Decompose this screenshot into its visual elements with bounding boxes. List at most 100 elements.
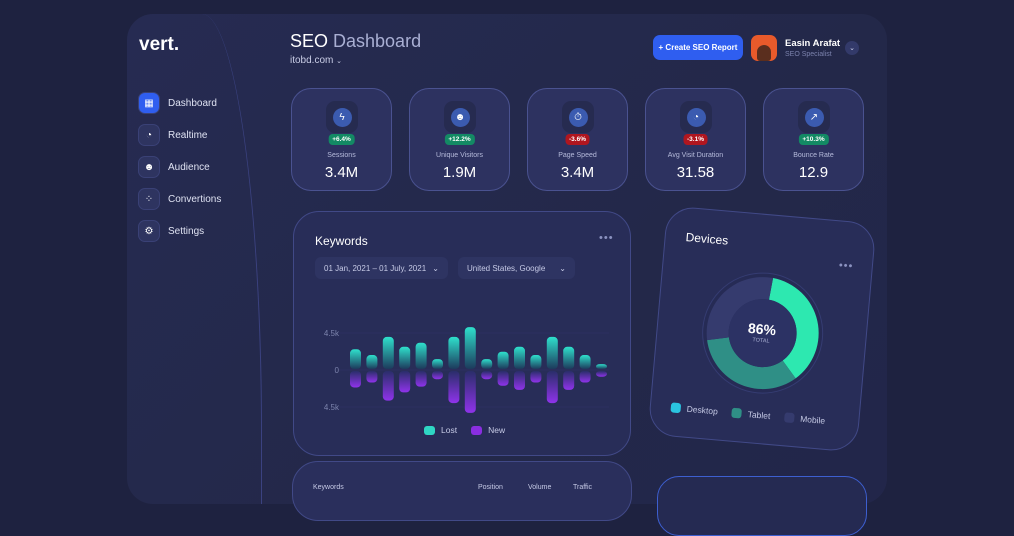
bar-new xyxy=(464,371,476,413)
sidebar-item-label: Audience xyxy=(168,161,210,173)
sidebar-item-label: Dashboard xyxy=(168,97,217,109)
date-range-select[interactable]: 01 Jan, 2021 – 01 July, 2021 ⌄ xyxy=(315,257,448,279)
clock-icon: ◔ xyxy=(680,101,712,133)
dashboard-panel: vert. ▦ Dashboard ◔ Realtime ☻ Audience ⁘ Conve… xyxy=(127,14,887,536)
bar-new xyxy=(399,371,411,393)
y-tick-label: 0 xyxy=(335,366,340,375)
bolt-icon: ϟ xyxy=(326,101,358,133)
sidebar-item-audience[interactable]: ☻ Audience xyxy=(139,151,221,183)
sidebar-item-realtime[interactable]: ◔ Realtime xyxy=(139,119,221,151)
change-badge: +6.4% xyxy=(328,134,355,145)
stat-card-bounce-rate[interactable]: ↗ +10.3% Bounce Rate 12.9 xyxy=(763,88,864,191)
stats-row: ϟ +6.4% Sessions 3.4M ☻ +12.2% Unique Visitors… xyxy=(291,88,864,191)
chevron-down-icon: ⌄ xyxy=(559,263,566,273)
stat-label: Sessions xyxy=(327,152,356,159)
bar-new xyxy=(497,371,509,386)
stat-value: 3.4M xyxy=(560,164,595,181)
location-value: United States, Google xyxy=(467,263,546,273)
keywords-bar-chart: 4.5k 0 4.5k xyxy=(324,327,609,413)
bar-lost xyxy=(464,327,476,369)
bar-new xyxy=(432,371,443,380)
devices-card: Devices ••• 86% TOTAL Desktop Tablet Mobil… xyxy=(647,205,877,453)
domain-label: itobd.com xyxy=(290,55,334,66)
keywords-card: Keywords ••• 01 Jan, 2021 – 01 July, 202… xyxy=(293,211,631,456)
sidebar: vert. ▦ Dashboard ◔ Realtime ☻ Audience ⁘ Conve… xyxy=(127,14,262,504)
donut-slice-tablet xyxy=(707,337,796,390)
change-badge: -3.6% xyxy=(565,134,590,145)
secondary-card xyxy=(657,476,867,536)
bar-new xyxy=(563,371,575,390)
user-menu-chevron-icon[interactable]: ⌄ xyxy=(845,41,859,55)
stat-value: 12.9 xyxy=(798,164,829,181)
bar-lost xyxy=(530,355,542,369)
bar-lost xyxy=(481,359,493,369)
bar-new xyxy=(415,371,427,387)
donut-slice-mobile xyxy=(706,277,774,341)
stat-card-page-speed[interactable]: ⏱ -3.6% Page Speed 3.4M xyxy=(527,88,628,191)
clock-icon: ◔ xyxy=(139,125,159,145)
domain-select[interactable]: itobd.com ⌄ xyxy=(290,55,342,66)
sidebar-item-dashboard[interactable]: ▦ Dashboard xyxy=(139,87,221,119)
create-seo-report-button[interactable]: + Create SEO Report xyxy=(653,35,743,60)
user-role: SEO Specialist xyxy=(785,51,832,58)
sidebar-nav: ▦ Dashboard ◔ Realtime ☻ Audience ⁘ Convertions… xyxy=(139,87,221,247)
bar-new xyxy=(382,371,394,401)
legend-desktop: Desktop xyxy=(670,402,718,416)
globe-icon: ☻ xyxy=(139,157,159,177)
stat-card-sessions[interactable]: ϟ +6.4% Sessions 3.4M xyxy=(291,88,392,191)
stat-label: Unique Visitors xyxy=(436,152,483,159)
sidebar-item-convertions[interactable]: ⁘ Convertions xyxy=(139,183,221,215)
grid-icon: ▦ xyxy=(139,93,159,113)
y-tick-label: 4.5k xyxy=(324,403,340,412)
gear-icon: ⚙ xyxy=(139,221,159,241)
change-badge: +10.3% xyxy=(798,134,829,145)
stat-label: Avg Visit Duration xyxy=(667,152,724,159)
sidebar-item-label: Realtime xyxy=(168,129,208,141)
legend-tablet: Tablet xyxy=(731,407,771,421)
col-keywords: Keywords xyxy=(313,484,344,491)
devices-donut-chart xyxy=(702,272,824,394)
date-range-value: 01 Jan, 2021 – 01 July, 2021 xyxy=(324,263,427,273)
bar-lost xyxy=(579,355,591,369)
bar-lost xyxy=(546,336,558,369)
bar-new xyxy=(448,371,460,404)
bar-lost xyxy=(596,364,607,369)
stopwatch-icon: ⏱ xyxy=(562,101,594,133)
title-bold: SEO xyxy=(290,31,329,51)
legend-new: New xyxy=(471,425,505,435)
stat-card-avg-visit-duration[interactable]: ◔ -3.1% Avg Visit Duration 31.58 xyxy=(645,88,746,191)
user-name: Easin Arafat xyxy=(785,38,841,49)
keywords-title: Keywords xyxy=(315,234,368,248)
bar-lost xyxy=(350,349,361,369)
bar-lost xyxy=(514,346,525,369)
keywords-table-card: Keywords Position Volume Traffic xyxy=(292,461,632,521)
sidebar-item-label: Convertions xyxy=(168,193,222,205)
stat-label: Page Speed xyxy=(558,152,597,159)
bar-lost xyxy=(399,346,411,369)
location-select[interactable]: United States, Google ⌄ xyxy=(458,257,575,279)
avatar[interactable] xyxy=(751,35,777,61)
bar-new xyxy=(481,371,493,380)
bar-lost xyxy=(432,359,443,369)
bar-new xyxy=(546,371,558,404)
stat-value: 31.58 xyxy=(676,164,715,181)
stat-card-unique-visitors[interactable]: ☻ +12.2% Unique Visitors 1.9M xyxy=(409,88,510,191)
chart-legend: Lost New xyxy=(424,425,505,435)
bar-lost xyxy=(563,346,575,369)
stat-value: 1.9M xyxy=(442,164,477,181)
sidebar-item-label: Settings xyxy=(168,225,205,237)
stat-value: 3.4M xyxy=(324,164,359,181)
bar-lost xyxy=(497,351,509,369)
page-title: SEO Dashboard xyxy=(290,31,421,52)
globe-icon: ☻ xyxy=(444,101,476,133)
more-options-icon[interactable]: ••• xyxy=(599,232,614,244)
chevron-down-icon: ⌄ xyxy=(336,58,343,65)
col-traffic: Traffic xyxy=(573,484,593,491)
bar-new xyxy=(514,371,525,390)
sidebar-item-settings[interactable]: ⚙ Settings xyxy=(139,215,221,247)
legend-lost: Lost xyxy=(424,425,457,435)
bar-new xyxy=(579,371,591,383)
stat-label: Bounce Rate xyxy=(793,152,834,159)
chevron-down-icon: ⌄ xyxy=(432,263,439,273)
nodes-icon: ⁘ xyxy=(139,189,159,209)
